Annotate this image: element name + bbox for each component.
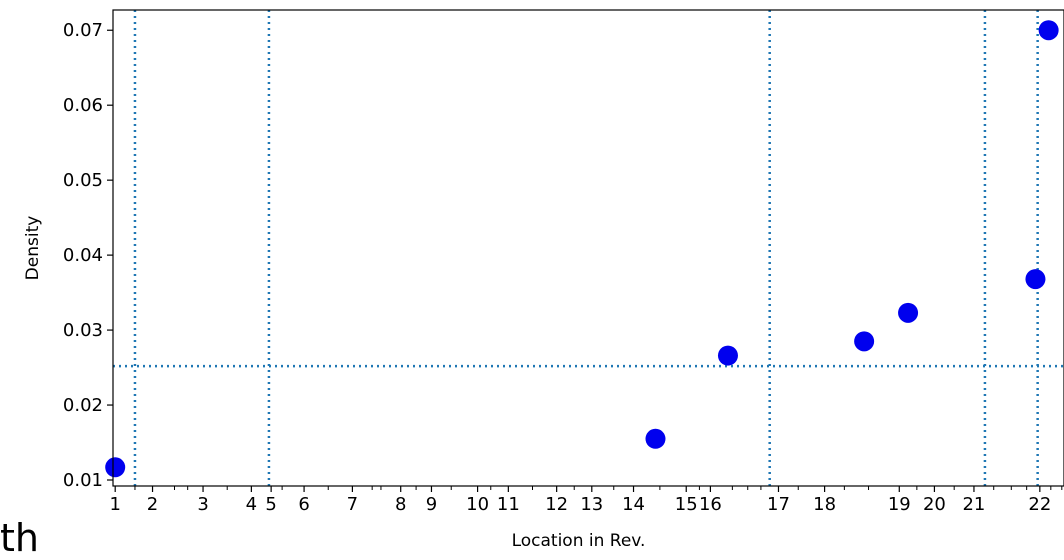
- y-tick-label: 0.01: [63, 470, 103, 491]
- x-tick-label: 17: [767, 494, 790, 515]
- x-tick-label: 14: [622, 494, 645, 515]
- x-tick-label: 4: [246, 494, 257, 515]
- y-tick-label: 0.02: [63, 395, 103, 416]
- y-tick-label: 0.06: [63, 95, 103, 116]
- x-tick-label: 19: [888, 494, 911, 515]
- x-tick-label: 5: [265, 494, 276, 515]
- data-point-3: [717, 345, 738, 366]
- x-tick-label: 22: [1028, 494, 1051, 515]
- y-axis-ticks: 0.01 0.02 0.03 0.04 0.05 0.06 0.07: [63, 20, 113, 491]
- y-tick-label: 0.04: [63, 245, 103, 266]
- x-tick-label: 6: [298, 494, 309, 515]
- x-tick-label: 9: [426, 494, 437, 515]
- x-tick-label: 11: [497, 494, 520, 515]
- x-tick-label: 1: [109, 494, 120, 515]
- x-tick-label: 10: [466, 494, 489, 515]
- data-point-4: [854, 331, 875, 352]
- data-point-2: [645, 428, 666, 449]
- data-point-7: [1038, 20, 1059, 41]
- x-tick-label: 12: [545, 494, 568, 515]
- data-point-1: [105, 457, 126, 478]
- reference-lines: [113, 10, 1064, 486]
- y-axis-label: Density: [23, 216, 43, 281]
- x-tick-label: 3: [197, 494, 208, 515]
- y-tick-label: 0.03: [63, 320, 103, 341]
- y-tick-label: 0.07: [63, 20, 103, 41]
- data-point-6: [1025, 269, 1046, 290]
- y-tick-label: 0.05: [63, 170, 103, 191]
- x-axis-label: Location in Rev.: [512, 531, 646, 551]
- clipped-heading-fragment: th: [0, 516, 39, 560]
- plot-area-frame: [112, 9, 1064, 487]
- x-tick-label: 21: [962, 494, 985, 515]
- x-tick-label: 2: [147, 494, 158, 515]
- data-point-5: [898, 302, 919, 323]
- x-tick-label: 18: [813, 494, 836, 515]
- x-tick-label: 7: [347, 494, 358, 515]
- x-tick-label: 8: [395, 494, 406, 515]
- x-tick-label: 16: [699, 494, 722, 515]
- x-tick-label: 15: [675, 494, 698, 515]
- x-axis-ticks: 1 2 3 4 5 6 7 8 9 10 11 12 13 14 15 16 17 18 19 20 21 22: [109, 486, 1063, 515]
- x-tick-label: 20: [923, 494, 946, 515]
- x-tick-label: 13: [580, 494, 603, 515]
- data-points: [105, 20, 1059, 478]
